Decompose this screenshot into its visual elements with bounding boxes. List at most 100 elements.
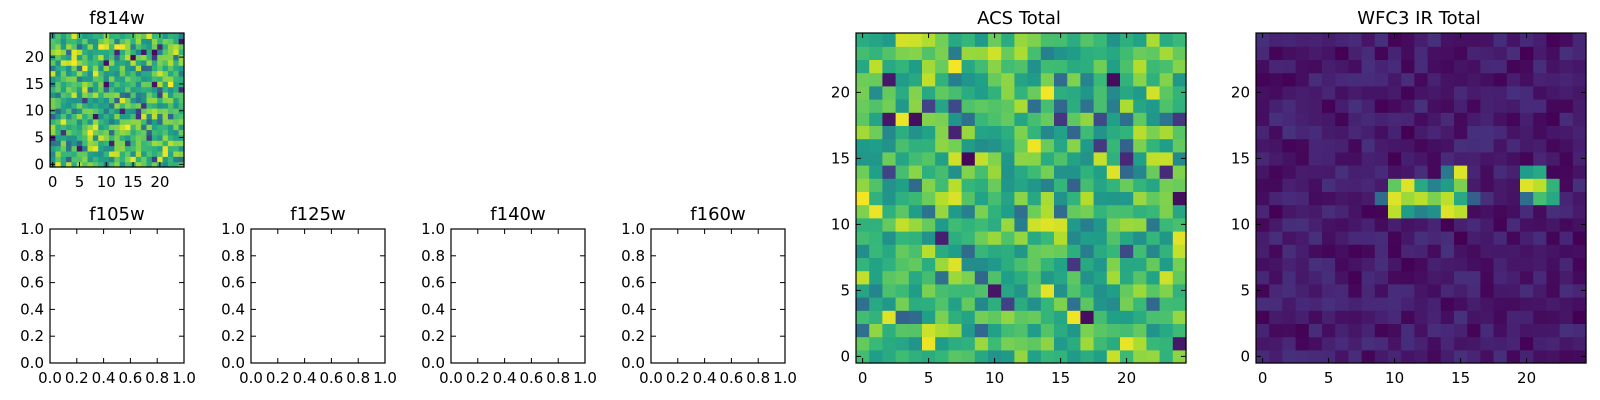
heatmap-cell	[1546, 204, 1561, 219]
heatmap-cell	[1054, 270, 1068, 285]
heatmap-cell	[82, 113, 89, 120]
heatmap-cell	[130, 43, 137, 50]
heatmap-cell	[935, 112, 949, 126]
heatmap-cell	[1427, 165, 1442, 179]
heatmap-cell	[114, 140, 121, 147]
heatmap-cell	[167, 140, 174, 147]
heatmap-cell	[162, 134, 169, 141]
heatmap-cell	[1546, 270, 1561, 285]
x-tick-label: 0.0	[239, 369, 263, 387]
x-tick-label: 1.0	[573, 369, 597, 387]
heatmap-cell	[1520, 151, 1534, 166]
heatmap-cell	[125, 156, 131, 163]
heatmap-cell	[55, 145, 62, 152]
heatmap-cell	[87, 161, 94, 168]
heatmap-cell	[1040, 231, 1055, 245]
heatmap-cell	[1401, 336, 1415, 351]
y-tick-label: 0.8	[221, 247, 245, 265]
heatmap-cell	[1414, 85, 1429, 100]
heatmap-cell	[103, 145, 110, 152]
heatmap-cell	[935, 204, 949, 219]
heatmap-cell	[1133, 59, 1147, 74]
heatmap-cell	[948, 138, 963, 153]
heatmap-cell	[1120, 151, 1134, 166]
heatmap-cell	[1106, 310, 1121, 324]
heatmap-cell	[1493, 151, 1508, 166]
heatmap-cell	[178, 113, 185, 120]
heatmap-cell	[173, 124, 180, 131]
heatmap-cell	[1067, 138, 1081, 153]
heatmap-cell	[66, 75, 73, 82]
heatmap-cell	[87, 113, 94, 120]
heatmap-cell	[146, 124, 153, 131]
heatmap-cell	[50, 70, 56, 77]
heatmap-cell	[1027, 270, 1042, 285]
heatmap-cell	[76, 156, 83, 163]
heatmap-cell	[1133, 283, 1147, 298]
heatmap-cell	[1427, 112, 1442, 126]
heatmap-cell	[1172, 59, 1187, 74]
heatmap-cell	[71, 129, 78, 136]
heatmap-cell	[1014, 310, 1029, 324]
heatmap-cell	[1269, 151, 1283, 166]
heatmap-cell	[1308, 204, 1323, 219]
heatmap-cell	[1454, 59, 1468, 74]
heatmap-cell	[1506, 151, 1521, 166]
heatmap-cell	[1159, 138, 1174, 153]
heatmap-cell	[1054, 310, 1068, 324]
heatmap-cell	[103, 108, 110, 114]
heatmap-cell	[1559, 336, 1574, 351]
heatmap-cell	[1308, 99, 1323, 113]
heatmap-cell	[157, 97, 164, 104]
heatmap-cell	[157, 108, 164, 114]
heatmap-cell	[130, 113, 137, 120]
heatmap-cell	[1506, 125, 1521, 140]
heatmap-cell	[1295, 204, 1310, 219]
heatmap-cell	[1120, 349, 1134, 364]
heatmap-cell	[1282, 323, 1297, 338]
heatmap-cell	[66, 108, 73, 114]
heatmap-cell	[1040, 217, 1055, 232]
heatmap-cell	[1480, 257, 1495, 272]
heatmap-cell	[1401, 165, 1415, 179]
heatmap-cell	[76, 81, 83, 88]
heatmap-cell	[1348, 178, 1363, 192]
heatmap-cell	[961, 178, 976, 192]
heatmap-cell	[1401, 151, 1415, 166]
heatmap-cell	[1546, 297, 1561, 311]
heatmap-cell	[1520, 283, 1534, 298]
y-tick-label: 5	[1240, 281, 1250, 299]
heatmap-cell	[60, 118, 67, 125]
heatmap-cell	[1133, 204, 1147, 219]
heatmap-cell	[162, 140, 169, 147]
heatmap-cell	[1467, 138, 1481, 153]
heatmap-cell	[1014, 99, 1029, 113]
heatmap-cell	[71, 150, 78, 157]
heatmap-cell	[869, 72, 883, 87]
heatmap-cell	[1454, 349, 1468, 364]
heatmap-cell	[1159, 231, 1174, 245]
heatmap-cell	[1282, 165, 1297, 179]
heatmap-cell	[1454, 217, 1468, 232]
heatmap-cell	[119, 150, 126, 157]
heatmap-cell	[1546, 165, 1561, 179]
heatmap-cell	[119, 97, 126, 104]
heatmap-cell	[1067, 323, 1081, 338]
heatmap-cell	[1440, 33, 1455, 47]
heatmap-cell	[1414, 178, 1429, 192]
heatmap-cell	[895, 33, 910, 47]
heatmap-cell	[1559, 178, 1574, 192]
heatmap-cell	[1348, 85, 1363, 100]
heatmap-cell	[1374, 297, 1389, 311]
heatmap-cell	[856, 138, 870, 153]
heatmap-cell	[1454, 138, 1468, 153]
heatmap-cell	[961, 283, 976, 298]
heatmap-cell	[1120, 165, 1134, 179]
heatmap-cell	[130, 86, 137, 93]
heatmap-cell	[173, 161, 180, 168]
heatmap-cell	[55, 161, 62, 168]
heatmap-cell	[882, 257, 897, 272]
heatmap-cell	[1454, 336, 1468, 351]
heatmap-cell	[82, 75, 89, 82]
heatmap-cell	[948, 178, 963, 192]
